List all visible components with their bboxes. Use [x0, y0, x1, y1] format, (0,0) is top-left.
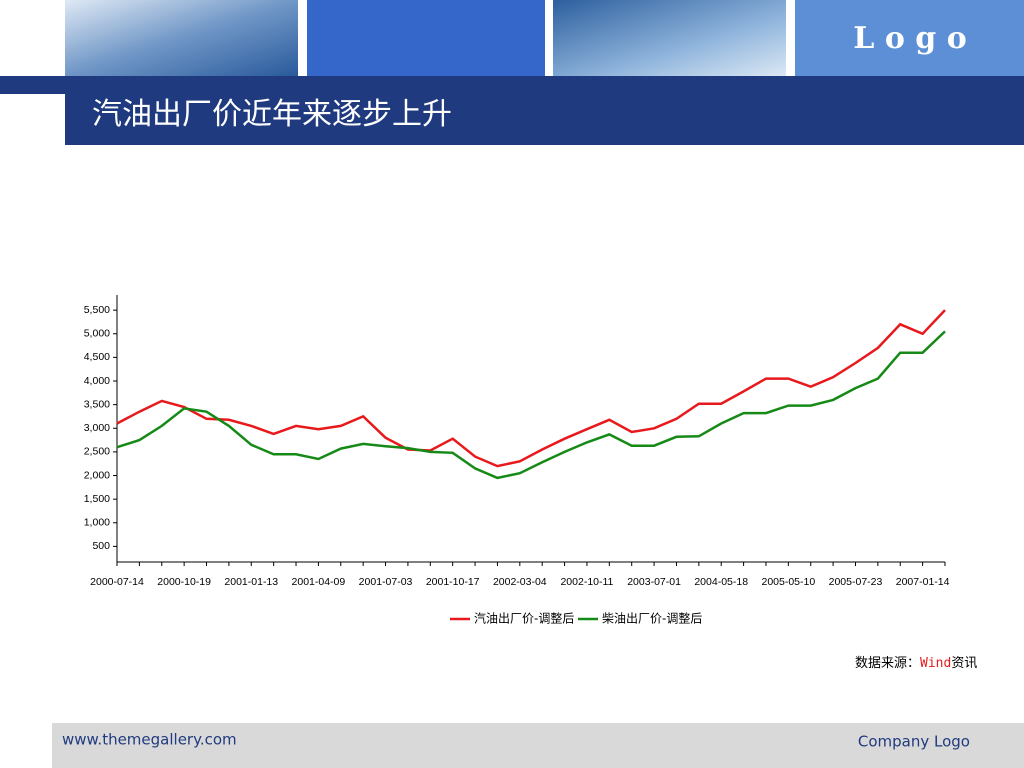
source-text: Wind: [920, 656, 951, 671]
source: 数据来源：Wind资讯: [855, 656, 977, 671]
y-tick-label: 2,000: [84, 469, 110, 481]
x-tick-label: 2001-01-13: [224, 576, 278, 588]
source-text: 数据来源：: [855, 656, 920, 671]
x-tick-label: 2002-03-04: [493, 576, 547, 588]
x-tick-label: 2000-10-19: [157, 576, 211, 588]
footer-link: www.themegallery.com: [62, 731, 237, 749]
y-tick-label: 4,000: [84, 375, 110, 387]
x-tick-label: 2002-10-11: [560, 576, 613, 588]
x-tick-label: 2003-07-01: [627, 576, 681, 588]
legend-label: 柴油出厂价-调整后: [602, 611, 702, 626]
slide-title: 汽油出厂价近年来逐步上升: [92, 97, 452, 132]
header-block: [795, 0, 1024, 76]
legend-label: 汽油出厂价-调整后: [474, 611, 574, 626]
y-tick-label: 1,500: [84, 493, 110, 505]
series-line: [116, 309, 946, 468]
header-photo: [65, 0, 298, 76]
y-tick-label: 4,500: [84, 351, 110, 363]
x-tick-label: 2007-01-14: [896, 576, 950, 588]
footer: [52, 723, 1024, 768]
series-line: [116, 330, 946, 480]
x-tick-label: 2001-10-17: [426, 576, 480, 588]
footer-logo: Company Logo: [858, 733, 970, 751]
y-tick-label: 3,000: [84, 422, 110, 434]
x-tick-label: 2000-07-14: [90, 576, 144, 588]
y-tick-label: 1,000: [84, 517, 110, 529]
header-block: [307, 0, 545, 76]
header-photo: [553, 0, 786, 76]
x-tick-label: 2005-05-10: [761, 576, 815, 588]
y-tick-label: 2,500: [84, 446, 110, 458]
title-bar: [65, 76, 1024, 145]
source-text: 资讯: [951, 656, 977, 671]
logo: L o g o: [853, 21, 966, 56]
x-tick-label: 2001-07-03: [359, 576, 413, 588]
y-tick-label: 500: [92, 540, 110, 552]
chart: 500 1,000 1,500 2,000 2,500 3,000 3,500 4,000 4,…: [84, 295, 950, 626]
x-tick-label: 2001-04-09: [292, 576, 346, 588]
y-tick-label: 5,500: [84, 304, 110, 316]
x-tick-label: 2004-05-18: [694, 576, 748, 588]
y-tick-label: 5,000: [84, 328, 110, 340]
x-tick-label: 2005-07-23: [829, 576, 883, 588]
y-tick-label: 3,500: [84, 398, 110, 410]
